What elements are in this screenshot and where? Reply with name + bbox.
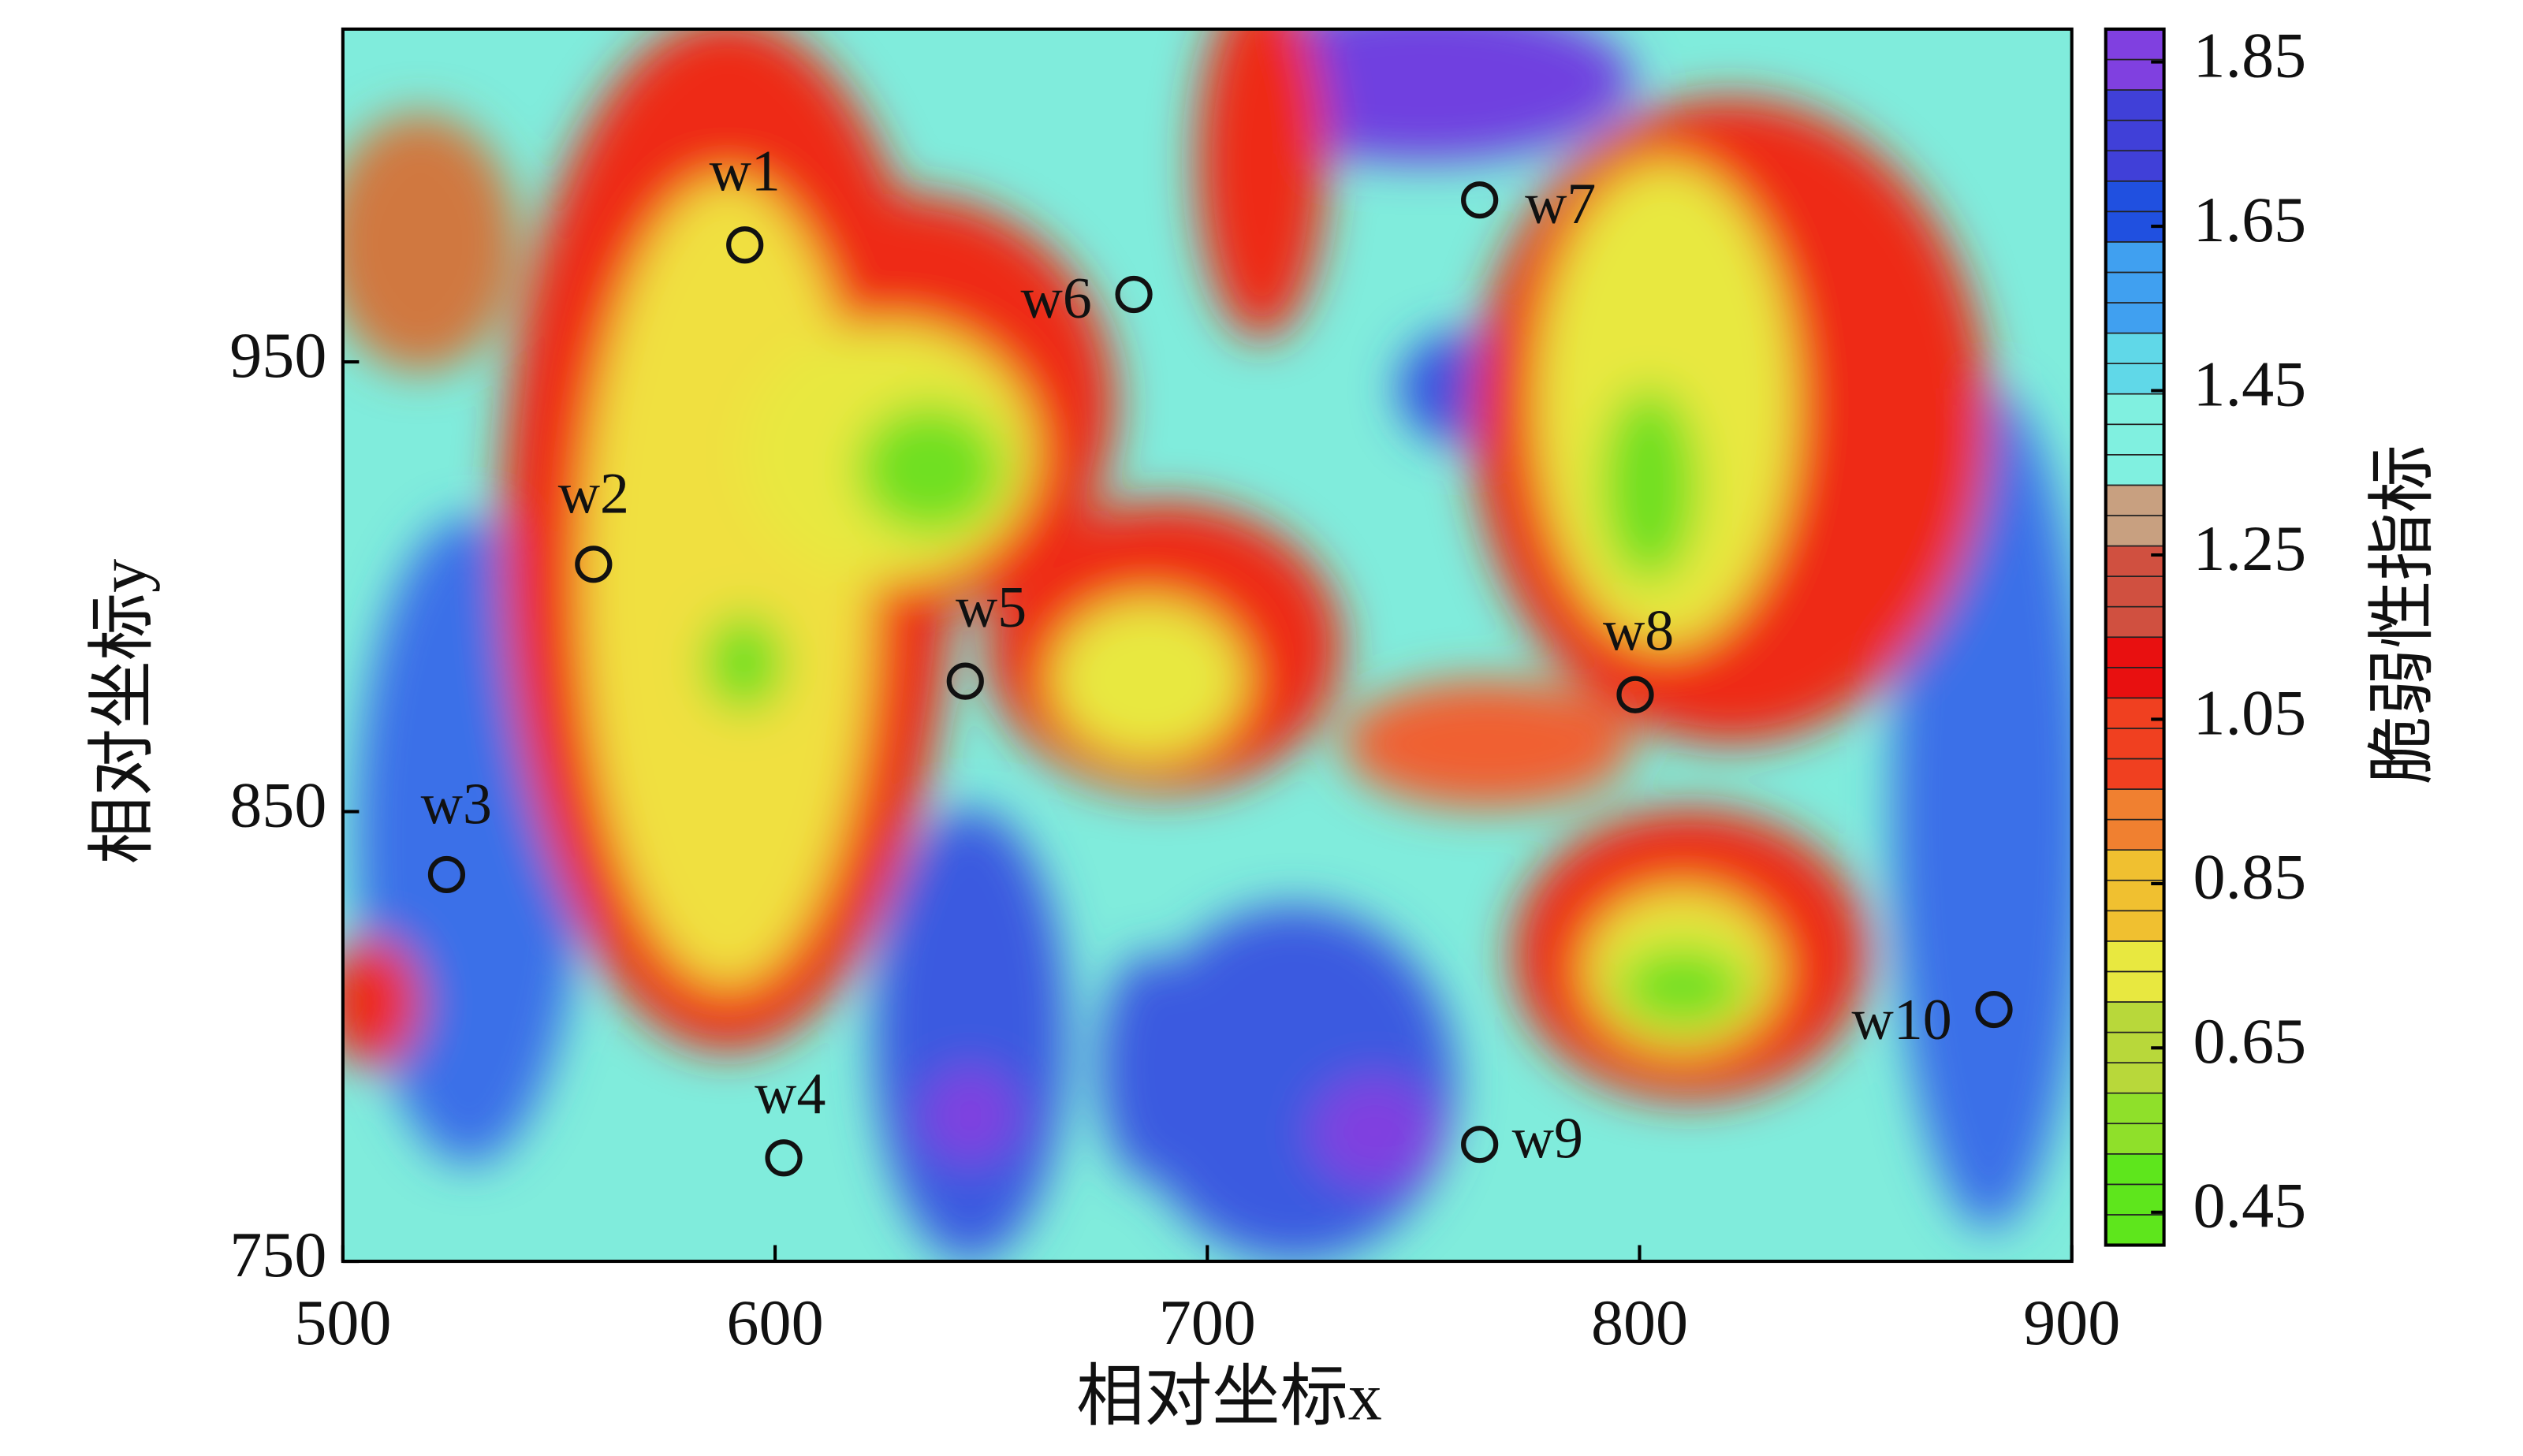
colorbar-band — [2104, 788, 2165, 821]
colorbar-band — [2104, 1001, 2165, 1033]
well-label: w3 — [421, 771, 492, 836]
well-label: w9 — [1512, 1106, 1583, 1171]
well-point — [1461, 181, 1499, 219]
colorbar-band — [2104, 393, 2165, 426]
colorbar-band — [2104, 1123, 2165, 1155]
well-label: w4 — [755, 1061, 825, 1126]
well-label: w2 — [558, 461, 629, 526]
colorbar-band — [2104, 484, 2165, 516]
field-background — [342, 28, 2072, 1262]
colorbar-band — [2104, 454, 2165, 486]
colorbar-band — [2104, 545, 2165, 577]
colorbar-band — [2104, 241, 2165, 274]
colorbar-band — [2104, 728, 2165, 760]
well-point — [946, 662, 984, 700]
y-tick-label: 750 — [229, 1219, 326, 1290]
colorbar-band — [2104, 849, 2165, 881]
colorbar-title: 脆弱性指标 — [2365, 445, 2440, 784]
colorbar-band — [2104, 332, 2165, 364]
well-point — [765, 1139, 803, 1177]
colorbar-tick-label: 0.65 — [2193, 1005, 2307, 1077]
colorbar-tick-label: 1.25 — [2193, 512, 2307, 584]
colorbar-band — [2104, 666, 2165, 699]
colorbar-band — [2104, 940, 2165, 973]
colorbar-band — [2104, 150, 2165, 182]
colorbar-band — [2104, 423, 2165, 456]
colorbar-band — [2104, 28, 2165, 61]
well-point — [1461, 1126, 1499, 1164]
x-tick-label: 900 — [2023, 1287, 2120, 1358]
colorbar-band — [2104, 302, 2165, 334]
colorbar-band — [2104, 1092, 2165, 1125]
well-point — [1115, 275, 1153, 314]
well-label: w6 — [1021, 266, 1092, 330]
x-tick-label: 600 — [727, 1287, 824, 1358]
x-tick-label: 500 — [294, 1287, 391, 1358]
x-tick-label: 800 — [1591, 1287, 1688, 1358]
colorbar-band — [2104, 636, 2165, 668]
x-axis-title: 相对坐标x — [1076, 1358, 1382, 1434]
y-tick-label: 950 — [229, 319, 326, 391]
colorbar-tick-label: 1.85 — [2193, 19, 2307, 91]
colorbar-band — [2104, 879, 2165, 912]
well-label: w8 — [1603, 598, 1674, 662]
colorbar-band — [2104, 1214, 2165, 1246]
colorbar-band — [2104, 89, 2165, 121]
colorbar-band — [2104, 970, 2165, 1003]
colorbar-band — [2104, 515, 2165, 547]
colorbar-tick-label: 1.45 — [2193, 348, 2307, 419]
colorbar-tick-label: 1.65 — [2193, 184, 2307, 255]
well-point — [726, 226, 764, 264]
colorbar-band — [2104, 363, 2165, 395]
y-axis-title: 相对坐标y — [84, 559, 160, 865]
well-label: w5 — [956, 575, 1027, 639]
colorbar-band — [2104, 910, 2165, 942]
colorbar-band — [2104, 1062, 2165, 1094]
colorbar-tick-label: 0.45 — [2193, 1170, 2307, 1242]
colorbar-band — [2104, 1183, 2165, 1216]
colorbar-band — [2104, 271, 2165, 303]
colorbar-band — [2104, 58, 2165, 91]
colorbar-band — [2104, 575, 2165, 608]
colorbar-band — [2104, 180, 2165, 213]
x-tick-label: 700 — [1159, 1287, 1256, 1358]
well-label: w1 — [710, 139, 781, 203]
well-point — [1616, 676, 1654, 713]
well-label: w10 — [1852, 987, 1952, 1052]
well-point — [427, 855, 466, 894]
colorbar-tick-label: 1.05 — [2193, 676, 2307, 748]
well-point — [575, 546, 613, 583]
colorbar-tick-label: 0.85 — [2193, 841, 2307, 913]
y-tick-label: 850 — [229, 769, 326, 840]
well-label: w7 — [1525, 171, 1596, 236]
colorbar-band — [2104, 605, 2165, 639]
colorbar-band — [2104, 697, 2165, 729]
colorbar-frame — [2104, 27, 2166, 1247]
colorbar-band — [2104, 818, 2165, 851]
colorbar-band — [2104, 1153, 2165, 1186]
colorbar-band — [2104, 119, 2165, 152]
colorbar-band — [2104, 758, 2165, 790]
well-point — [1975, 990, 2013, 1029]
